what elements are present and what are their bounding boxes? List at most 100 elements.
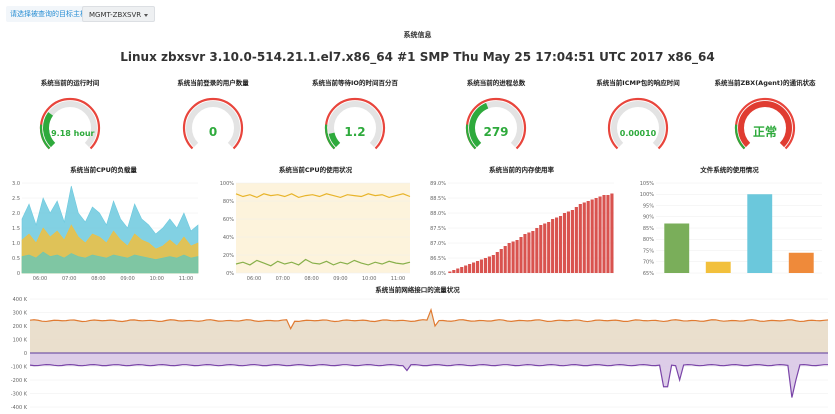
gauge-2: 系统当前登录的用户数量 0 — [148, 78, 278, 156]
select-host-link[interactable]: 请选择被查询的目标主机 — [6, 6, 91, 22]
y-tick-label: 95% — [643, 203, 654, 209]
y-tick-label: 90% — [643, 215, 654, 221]
filesystem-bar — [788, 252, 814, 273]
x-tick-label: 09:00 — [333, 276, 347, 282]
gauge-value-arc — [43, 112, 56, 148]
y-tick-label: 2.0 — [12, 211, 20, 217]
y-tick-label: 40% — [223, 235, 234, 241]
filesystem-bar — [705, 261, 731, 273]
memory-bar — [483, 258, 488, 273]
memory-bar — [551, 219, 555, 273]
y-tick-label: 85% — [643, 226, 654, 232]
memory-bar — [472, 262, 476, 273]
gauge-dial: 279 — [465, 97, 527, 150]
y-tick-label: 86.5% — [430, 256, 446, 262]
host-dropdown-label: MGMT-ZBXSVR — [89, 11, 142, 19]
gauge-dial: 1.2 — [324, 97, 386, 150]
net-in-line — [29, 307, 829, 331]
y-tick-label: 0 — [24, 351, 27, 357]
x-tick-label: 11:00 — [179, 276, 193, 282]
y-tick-label: 1.5 — [12, 226, 20, 232]
y-tick-label: 70% — [643, 260, 654, 266]
top-toolbar: 请选择被查询的目标主机 MGMT-ZBXSVR — [0, 0, 835, 26]
host-dropdown[interactable]: MGMT-ZBXSVR — [82, 6, 156, 22]
gauge-title: 系统当前的进程总数 — [466, 79, 526, 87]
memory-bar — [555, 217, 559, 273]
memory-bar — [566, 211, 571, 273]
gauge-4: 系统当前的进程总数 279 — [431, 78, 561, 156]
y-tick-label: 200 K — [13, 324, 28, 330]
memory-bar — [602, 195, 606, 273]
gauge-title: 系统当前的运行时间 — [40, 79, 100, 87]
gauge-5: 系统当前ICMP包的响应时间 0.00010 — [573, 78, 703, 156]
memory-bar — [491, 255, 495, 273]
y-tick-label: -300 K — [11, 391, 28, 397]
memory-bar — [578, 204, 582, 273]
memory-bar — [475, 261, 480, 273]
gauge-title: 系统当前ZBX(Agent)的通讯状态 — [714, 79, 816, 87]
memory-bar — [507, 243, 511, 273]
memory-bar — [519, 237, 523, 273]
memory-bar — [448, 271, 452, 273]
cpu-series-line — [235, 193, 411, 199]
memory-bar — [539, 225, 543, 273]
y-tick-label: 105% — [640, 181, 655, 187]
x-tick-label: 06:00 — [33, 276, 47, 282]
load-series-area — [21, 251, 199, 274]
gauge-3: 系统当前等待IO的时间百分百 1.2 — [290, 78, 420, 156]
y-tick-label: 88.5% — [430, 196, 446, 202]
y-tick-label: 2.5 — [12, 196, 20, 202]
memory-usage-chart: 系统当前的内存使用率 86.0% 86.5% 87.0% 87.5% 88.0% 88.5… — [424, 165, 619, 285]
gauge-dial: 19.18 hour — [39, 97, 101, 150]
y-tick-label: 100% — [640, 192, 655, 198]
gauge-value-text: 正常 — [753, 124, 777, 139]
memory-bar — [610, 193, 614, 273]
memory-bar — [547, 222, 551, 273]
memory-bar — [515, 240, 519, 273]
memory-bar — [586, 201, 590, 273]
gauge-value-text: 0 — [209, 125, 217, 139]
gauge-value-text: 19.18 hour — [46, 129, 95, 138]
y-tick-label: -200 K — [11, 378, 28, 384]
net-out-line — [29, 364, 829, 398]
gauge-value-text: 1.2 — [344, 125, 365, 139]
gauge-6: 系统当前ZBX(Agent)的通讯状态正常 — [700, 78, 830, 156]
gauge-value-arc — [738, 101, 792, 148]
y-tick-label: 65% — [643, 271, 654, 277]
y-tick-label: 400 K — [13, 297, 28, 303]
y-tick-label: 100 K — [13, 337, 28, 343]
memory-bar — [499, 249, 503, 273]
x-tick-label: 07:00 — [62, 276, 76, 282]
gauge-dial: 0.00010 — [607, 97, 669, 150]
y-tick-label: 87.5% — [430, 226, 446, 232]
y-tick-label: 300 K — [13, 310, 28, 316]
filesystem-usage-chart: 文件系统的使用情况 65% 70% 75% 80% 85% 90% 95% 100% 105% — [632, 165, 827, 285]
y-tick-label: 80% — [643, 237, 654, 243]
memory-bar — [523, 234, 527, 273]
y-tick-label: 75% — [643, 248, 654, 254]
memory-bar — [468, 264, 472, 273]
y-tick-label: 86.0% — [430, 271, 446, 277]
memory-bar — [598, 196, 602, 273]
y-tick-label: 87.0% — [430, 241, 446, 247]
memory-bar — [558, 216, 563, 273]
memory-bar — [479, 259, 484, 273]
y-tick-label: 88.0% — [430, 211, 446, 217]
network-traffic-chart: 系统当前网络接口的流量状况 400 K 300 K 200 K 100 K 0 -100 … — [0, 285, 835, 414]
memory-bar — [590, 199, 594, 273]
y-tick-label: 80% — [223, 199, 234, 205]
y-tick-label: 0% — [226, 271, 234, 277]
y-tick-label: 0 — [17, 271, 20, 277]
cpu-series-line — [235, 258, 411, 267]
memory-bar — [495, 252, 499, 273]
x-tick-label: 09:00 — [120, 276, 134, 282]
y-tick-label: -100 K — [11, 364, 28, 370]
memory-bar — [543, 223, 547, 273]
x-tick-label: 10:00 — [150, 276, 164, 282]
memory-bar — [606, 195, 610, 273]
memory-bar — [531, 231, 535, 273]
gauge-dial: 正常 — [734, 97, 796, 150]
memory-bar — [460, 267, 464, 273]
memory-usage-title: 系统当前的内存使用率 — [489, 166, 554, 174]
cpu-load-title: 系统当前CPU的负载量 — [70, 166, 137, 174]
